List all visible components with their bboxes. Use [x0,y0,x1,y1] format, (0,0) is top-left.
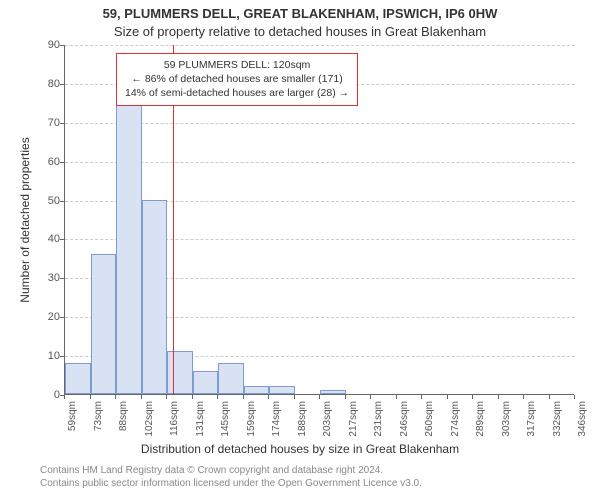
y-tick-label: 60 [30,156,60,168]
x-tick-label: 289sqm [475,401,486,437]
x-tick-mark [64,395,65,399]
y-tick-label: 30 [30,272,60,284]
y-tick-mark [60,84,64,85]
histogram-bar [116,91,142,394]
y-tick-label: 10 [30,350,60,362]
x-tick-label: 59sqm [67,401,78,431]
y-tick-label: 70 [30,117,60,129]
x-tick-label: 217sqm [348,401,359,437]
y-tick-mark [60,239,64,240]
x-tick-label: 159sqm [246,401,257,437]
y-tick-mark [60,356,64,357]
histogram-bar [167,351,193,394]
histogram-bar [193,371,219,394]
histogram-bar [65,363,91,394]
x-tick-label: 246sqm [399,401,410,437]
x-tick-mark [447,395,448,399]
x-tick-label: 346sqm [577,401,588,437]
grid-line [65,123,575,124]
chart-title-address: 59, PLUMMERS DELL, GREAT BLAKENHAM, IPSW… [0,6,600,21]
x-tick-label: 203sqm [322,401,333,437]
chart-title-subtitle: Size of property relative to detached ho… [0,24,600,39]
x-tick-label: 188sqm [297,401,308,437]
x-tick-mark [498,395,499,399]
x-tick-mark [294,395,295,399]
x-tick-mark [396,395,397,399]
x-tick-mark [370,395,371,399]
x-tick-mark [421,395,422,399]
histogram-bar [91,254,117,394]
x-tick-label: 332sqm [552,401,563,437]
histogram-bar [320,390,346,394]
x-tick-mark [141,395,142,399]
x-tick-label: 145sqm [220,401,231,437]
x-tick-label: 73sqm [93,401,104,431]
x-tick-label: 102sqm [144,401,155,437]
annotation-box: 59 PLUMMERS DELL: 120sqm← 86% of detache… [116,53,358,106]
x-tick-label: 131sqm [195,401,206,437]
footer-copyright-1: Contains HM Land Registry data © Crown c… [40,465,383,476]
y-tick-mark [60,45,64,46]
x-tick-mark [523,395,524,399]
y-tick-label: 80 [30,78,60,90]
annotation-line: ← 86% of detached houses are smaller (17… [125,72,349,86]
x-tick-label: 231sqm [373,401,384,437]
x-tick-label: 303sqm [501,401,512,437]
x-tick-label: 116sqm [169,401,180,436]
footer-copyright-2: Contains public sector information licen… [40,478,422,489]
y-tick-mark [60,201,64,202]
x-tick-mark [574,395,575,399]
histogram-bar [142,200,168,394]
histogram-bar [269,386,295,394]
x-tick-mark [166,395,167,399]
y-tick-mark [60,278,64,279]
y-tick-label: 0 [30,389,60,401]
x-tick-mark [217,395,218,399]
x-tick-mark [319,395,320,399]
grid-line [65,45,575,46]
histogram-bar [244,386,270,394]
y-tick-mark [60,317,64,318]
chart-container: 59, PLUMMERS DELL, GREAT BLAKENHAM, IPSW… [0,0,600,500]
histogram-bar [218,363,244,394]
x-tick-label: 174sqm [271,401,282,437]
x-tick-mark [115,395,116,399]
annotation-line: 14% of semi-detached houses are larger (… [125,86,349,100]
x-tick-label: 317sqm [526,401,537,437]
grid-line [65,162,575,163]
y-tick-label: 90 [30,39,60,51]
x-tick-label: 88sqm [118,401,129,431]
x-tick-mark [472,395,473,399]
x-tick-mark [90,395,91,399]
x-axis-label: Distribution of detached houses by size … [0,442,600,456]
x-tick-mark [243,395,244,399]
y-tick-mark [60,162,64,163]
y-tick-mark [60,123,64,124]
y-tick-label: 40 [30,233,60,245]
x-tick-mark [192,395,193,399]
x-tick-label: 260sqm [424,401,435,437]
y-tick-label: 20 [30,311,60,323]
x-tick-mark [268,395,269,399]
x-tick-mark [549,395,550,399]
y-tick-label: 50 [30,195,60,207]
x-tick-mark [345,395,346,399]
x-tick-label: 274sqm [450,401,461,437]
annotation-line: 59 PLUMMERS DELL: 120sqm [125,58,349,72]
